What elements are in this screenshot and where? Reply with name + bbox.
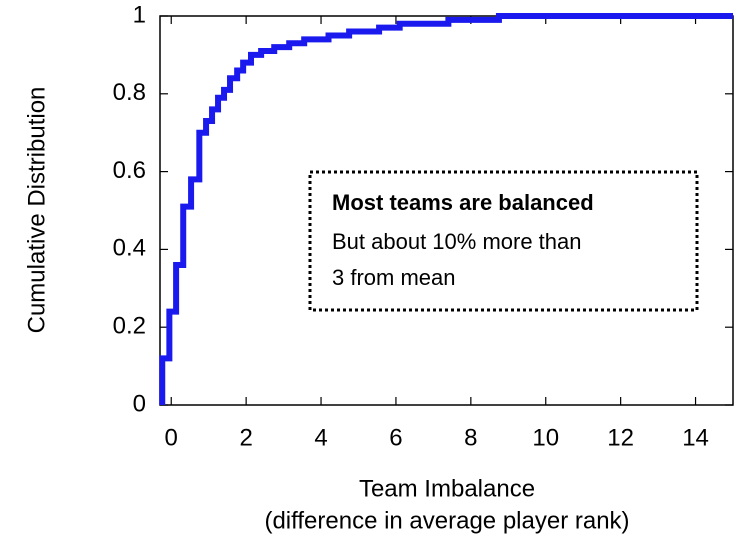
x-tick-label: 2 xyxy=(239,424,252,451)
annotation-line: 3 from mean xyxy=(332,265,456,290)
y-tick-label: 0.8 xyxy=(113,79,146,106)
y-tick-label: 0.4 xyxy=(113,235,146,262)
x-tick-label: 14 xyxy=(682,424,709,451)
annotation-title: Most teams are balanced xyxy=(332,190,594,215)
annotation-box xyxy=(308,170,699,312)
x-tick-label: 12 xyxy=(607,424,634,451)
x-tick-label: 8 xyxy=(464,424,477,451)
y-tick-label: 0.6 xyxy=(113,157,146,184)
plot-frame xyxy=(159,15,734,406)
x-tick-label: 0 xyxy=(165,424,178,451)
x-tick-label: 6 xyxy=(389,424,402,451)
x-axis-label-2: (difference in average player rank) xyxy=(264,507,629,534)
y-tick-label: 0.2 xyxy=(113,313,146,340)
y-axis-label: Cumulative Distribution xyxy=(23,87,50,334)
x-tick-label: 4 xyxy=(314,424,327,451)
x-axis-label: Team Imbalance xyxy=(359,475,535,502)
y-tick-label: 0 xyxy=(133,390,146,417)
x-tick-label: 10 xyxy=(532,424,559,451)
cdf-line xyxy=(159,13,733,405)
annotation-line: But about 10% more than xyxy=(332,229,582,254)
y-tick-label: 1 xyxy=(133,1,146,28)
